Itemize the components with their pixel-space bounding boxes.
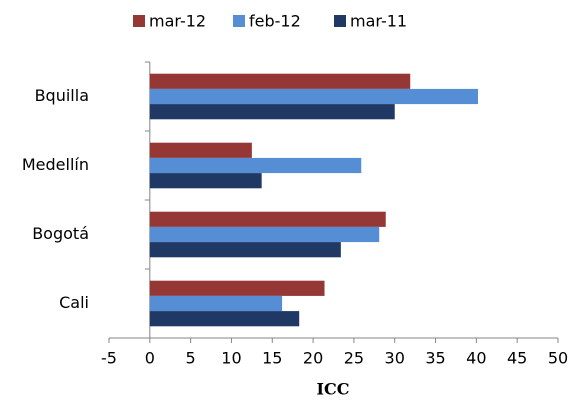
bar	[149, 73, 411, 89]
bar	[149, 173, 262, 189]
x-tick-label: 45	[507, 349, 527, 368]
bar	[149, 211, 386, 227]
bar	[149, 226, 380, 243]
legend-label: mar-11	[350, 12, 407, 31]
x-tick-label: -5	[101, 349, 117, 368]
bar	[149, 311, 300, 327]
y-tick-label: Bogotá	[32, 224, 89, 243]
x-tick-label: 30	[385, 349, 405, 368]
legend-label: feb-12	[249, 12, 301, 31]
bar	[149, 242, 341, 258]
x-tick-label: 40	[466, 349, 486, 368]
x-tick-label: 15	[262, 349, 282, 368]
bar	[149, 104, 395, 120]
bar	[149, 295, 283, 312]
y-tick-label: Cali	[59, 293, 89, 312]
y-tick-label: Bquilla	[35, 86, 89, 105]
bar	[149, 280, 325, 296]
x-tick-label: 20	[303, 349, 323, 368]
x-tick-label: 5	[186, 349, 196, 368]
legend-swatch	[133, 15, 145, 27]
legend-swatch	[233, 15, 245, 27]
bar	[149, 142, 252, 158]
x-tick-label: 35	[425, 349, 445, 368]
x-tick-label: 10	[221, 349, 241, 368]
legend-swatch	[334, 15, 346, 27]
legend-label: mar-12	[149, 12, 206, 31]
x-axis-label: ICC	[317, 380, 350, 399]
x-tick-label: 0	[145, 349, 155, 368]
bar	[149, 157, 362, 174]
bar	[149, 88, 478, 105]
y-tick-label: Medellín	[22, 155, 89, 174]
x-tick-label: 25	[344, 349, 364, 368]
x-tick-label: 50	[548, 349, 568, 368]
